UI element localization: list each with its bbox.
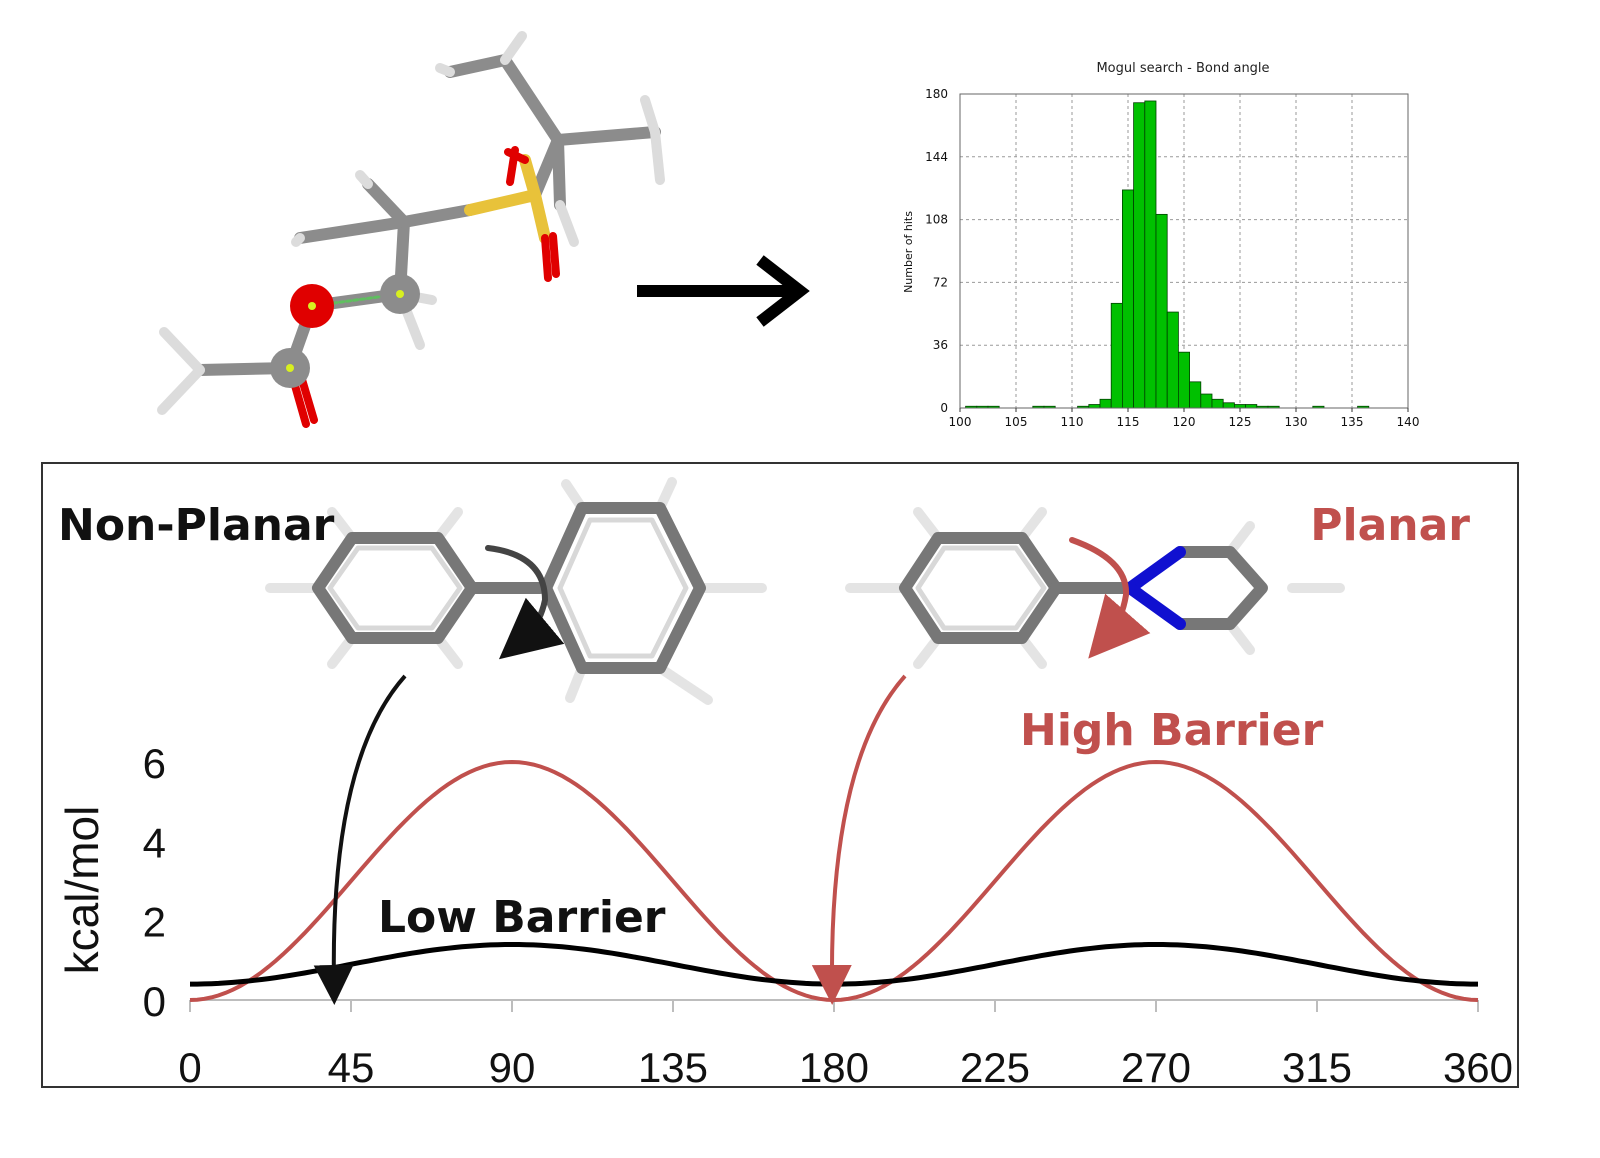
energy-x-tick-label: 45 (328, 1044, 375, 1091)
histogram-bar (1189, 381, 1202, 409)
energy-y-tick-label: 4 (143, 819, 166, 866)
histogram-bar (1133, 102, 1146, 409)
histogram-title: Mogul search - Bond angle (1096, 61, 1269, 76)
histogram-x-tick-label: 135 (1341, 415, 1364, 429)
histogram-bars (965, 100, 1370, 409)
histogram-x-tick-label: 120 (1173, 415, 1196, 429)
histogram-bar (1144, 100, 1157, 409)
energy-y-tick-label: 6 (143, 740, 166, 787)
mogul-histogram: Mogul search - Bond angle Number of hits… (902, 61, 1419, 429)
histogram-bar (1211, 398, 1224, 409)
energy-x-tick-label: 0 (178, 1044, 201, 1091)
label-planar: Planar (1310, 500, 1470, 551)
histogram-y-tick-label: 144 (925, 150, 948, 164)
energy-x-tick-label: 270 (1121, 1044, 1191, 1091)
histogram-y-tick-label: 180 (925, 87, 948, 101)
molecule-biphenyl-nonplanar (265, 477, 767, 705)
molecule-phenylpyrimidine-planar (845, 507, 1345, 669)
histogram-bar (1234, 404, 1247, 409)
histogram-y-ticks: 0 36 72 108 144 180 (925, 87, 948, 415)
histogram-bar (1122, 189, 1135, 409)
histogram-y-tick-label: 36 (933, 338, 948, 352)
histogram-bar (1110, 302, 1123, 409)
histogram-x-tick-label: 130 (1285, 415, 1308, 429)
energy-x-tick-label: 90 (489, 1044, 536, 1091)
energy-x-tick-label: 360 (1443, 1044, 1513, 1091)
histogram-x-tick-label: 100 (949, 415, 972, 429)
energy-x-tick-label: 135 (638, 1044, 708, 1091)
histogram-x-tick-label: 125 (1229, 415, 1252, 429)
energy-panel-frame (41, 462, 1519, 1088)
histogram-y-tick-label: 0 (940, 401, 948, 415)
label-non-planar: Non-Planar (58, 500, 335, 551)
energy-y-tick-label: 0 (143, 978, 166, 1025)
transform-arrow (637, 255, 810, 327)
histogram-bar (1245, 404, 1258, 409)
molecule-3d-ester-sulfone (157, 31, 665, 428)
histogram-bar (1178, 351, 1191, 409)
histogram-bar (1200, 393, 1213, 409)
histogram-y-tick-label: 72 (933, 275, 948, 289)
histogram-bar (1099, 398, 1112, 409)
histogram-x-tick-label: 110 (1061, 415, 1084, 429)
histogram-x-tick-label: 105 (1005, 415, 1028, 429)
histogram-bar (1166, 311, 1179, 409)
label-low-barrier: Low Barrier (378, 892, 666, 943)
histogram-x-tick-label: 115 (1117, 415, 1140, 429)
histogram-bar (1222, 402, 1235, 409)
pointer-arrow-nonplanar (313, 674, 407, 1005)
energy-x-ticks: 0 45 90 135 180 225 270 315 360 (178, 1000, 1513, 1091)
energy-y-ticks: 0 2 4 6 (143, 740, 166, 1025)
histogram-y-axis-label: Number of hits (902, 211, 915, 293)
energy-x-tick-label: 225 (960, 1044, 1030, 1091)
energy-x-tick-label: 180 (799, 1044, 869, 1091)
label-high-barrier: High Barrier (1020, 705, 1324, 756)
pointer-arrow-planar (811, 674, 907, 1005)
histogram-x-tick-label: 140 (1397, 415, 1420, 429)
histogram-bar (1088, 404, 1101, 409)
energy-x-tick-label: 315 (1282, 1044, 1352, 1091)
torsion-energy-chart: kcal/mol 0 45 90 135 180 225 270 315 360 0 2 4 6 (56, 740, 1513, 1091)
energy-y-axis-label: kcal/mol (56, 806, 108, 975)
histogram-y-tick-label: 108 (925, 213, 948, 227)
energy-y-tick-label: 2 (143, 899, 166, 946)
histogram-x-ticks: 100 105 110 115 120 125 130 135 140 (949, 408, 1420, 429)
histogram-bar (1155, 213, 1168, 409)
